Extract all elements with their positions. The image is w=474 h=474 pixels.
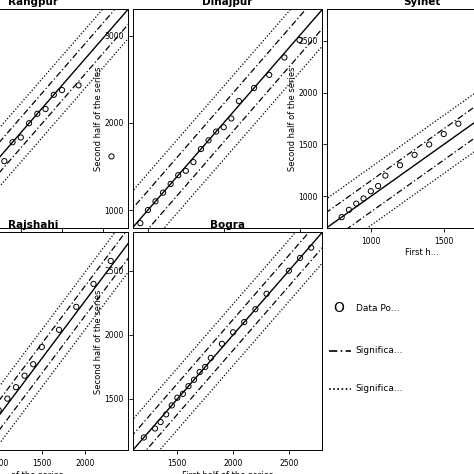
- Point: [240, 318, 248, 326]
- Point: [353, 200, 360, 208]
- Point: [0, 406, 2, 414]
- Point: [212, 128, 220, 136]
- Point: [201, 363, 209, 371]
- Point: [159, 189, 167, 196]
- Point: [90, 280, 97, 288]
- Point: [338, 213, 346, 221]
- Point: [382, 172, 389, 179]
- Point: [38, 343, 46, 351]
- Point: [307, 244, 315, 251]
- Point: [281, 54, 288, 61]
- Point: [50, 91, 57, 99]
- Point: [190, 376, 198, 383]
- Title: Dinajpur: Dinajpur: [202, 0, 253, 7]
- Point: [228, 115, 235, 122]
- Text: Significa...: Significa...: [356, 384, 403, 393]
- Point: [250, 84, 258, 92]
- Point: [360, 195, 367, 202]
- Text: Data Po...: Data Po...: [356, 304, 399, 312]
- Point: [425, 141, 433, 148]
- Point: [25, 119, 33, 127]
- Point: [345, 206, 353, 214]
- Point: [55, 326, 63, 334]
- Point: [168, 401, 175, 409]
- X-axis label: ...of the series: ...of the series: [3, 471, 64, 474]
- X-axis label: First h...: First h...: [405, 248, 438, 257]
- Point: [108, 153, 115, 160]
- Point: [196, 368, 203, 376]
- Point: [34, 110, 41, 118]
- Point: [174, 172, 182, 179]
- Title: Bogra: Bogra: [210, 220, 245, 230]
- Point: [29, 360, 37, 368]
- Point: [42, 105, 49, 113]
- Point: [455, 120, 462, 128]
- Title: Rangpur: Rangpur: [8, 0, 58, 7]
- Y-axis label: Second half of the series: Second half of the series: [288, 66, 297, 171]
- Y-axis label: Second half of the series: Second half of the series: [94, 289, 103, 393]
- Point: [0, 157, 8, 165]
- Y-axis label: Second half of the series: Second half of the series: [94, 66, 103, 171]
- Point: [296, 36, 303, 44]
- Point: [140, 434, 148, 441]
- Point: [21, 372, 28, 380]
- Point: [197, 145, 205, 153]
- Point: [218, 340, 226, 347]
- Point: [151, 425, 159, 432]
- Point: [163, 410, 170, 418]
- Point: [17, 134, 25, 141]
- Point: [185, 383, 192, 390]
- Point: [207, 354, 215, 362]
- Point: [137, 219, 144, 227]
- Point: [190, 158, 197, 166]
- Point: [229, 328, 237, 336]
- Point: [179, 390, 187, 398]
- Point: [75, 82, 82, 89]
- Point: [58, 86, 66, 94]
- Point: [205, 137, 212, 144]
- Text: O: O: [334, 301, 344, 315]
- Point: [167, 180, 174, 188]
- X-axis label: First half of the series: First half of the series: [182, 471, 273, 474]
- X-axis label: First half of the series: First half of the series: [182, 248, 273, 257]
- Point: [220, 123, 228, 131]
- Point: [107, 257, 115, 265]
- Point: [73, 303, 80, 310]
- Title: Sylhet: Sylhet: [403, 0, 440, 7]
- Text: Significa...: Significa...: [356, 346, 403, 355]
- Point: [285, 267, 292, 274]
- Point: [265, 71, 273, 79]
- Point: [3, 395, 11, 402]
- Point: [396, 162, 404, 169]
- X-axis label: First half
of the series: First half of the series: [7, 248, 59, 268]
- Point: [157, 418, 164, 426]
- Point: [411, 151, 419, 159]
- Point: [252, 305, 259, 313]
- Title: Rajshahi: Rajshahi: [8, 220, 58, 230]
- Point: [182, 167, 190, 174]
- Point: [235, 97, 243, 105]
- Point: [374, 182, 382, 190]
- Point: [9, 138, 17, 146]
- Point: [296, 254, 304, 262]
- Point: [440, 130, 447, 138]
- Point: [12, 383, 20, 391]
- Point: [173, 394, 181, 401]
- Point: [144, 206, 152, 214]
- Point: [152, 198, 159, 205]
- Point: [367, 187, 374, 195]
- Point: [263, 290, 270, 298]
